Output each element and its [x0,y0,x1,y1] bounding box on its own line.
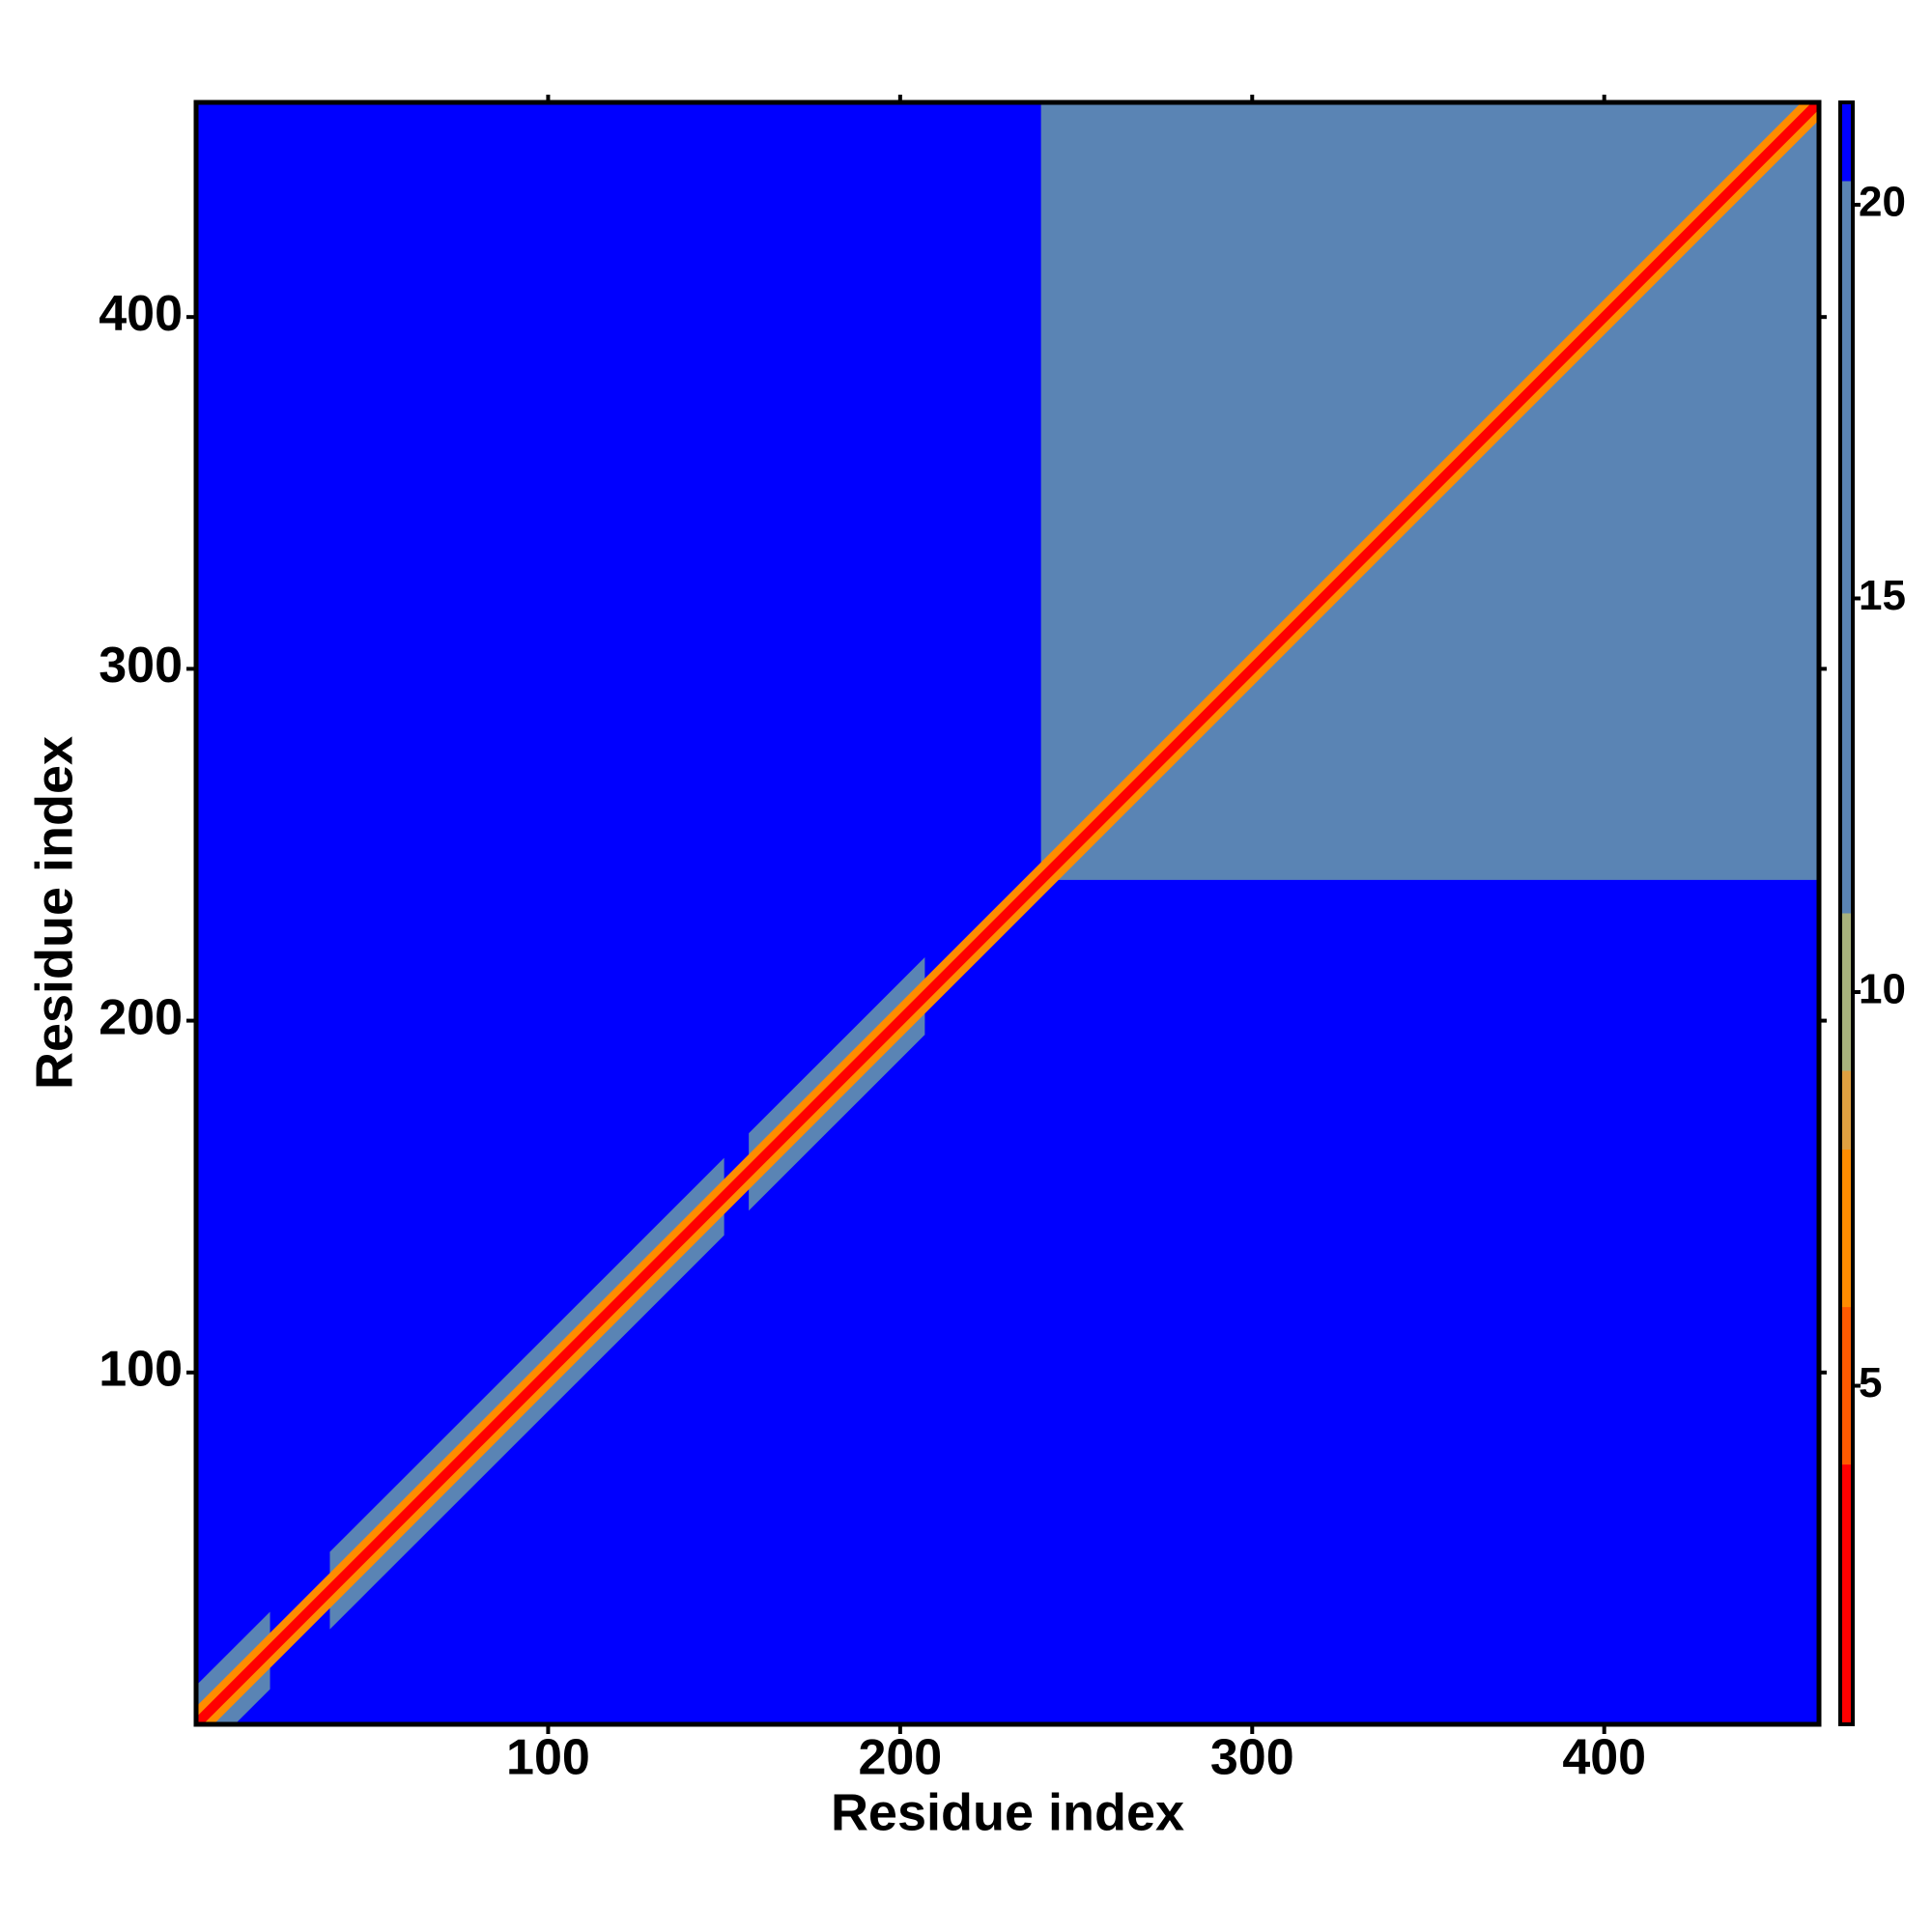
colorbar-segment [1840,1070,1853,1151]
heatmap [196,102,1819,1724]
y-axis-title: Residue index [25,736,83,1090]
x-axis-title: Residue index [831,1783,1184,1841]
x-tick-label: 100 [506,1730,590,1786]
colorbar-tick-label: 10 [1859,966,1906,1013]
colorbar-segment [1840,1464,1853,1724]
diagonal-band [196,102,1819,1724]
colorbar-segment [1840,102,1853,182]
x-tick-label: 300 [1210,1730,1294,1786]
y-tick-label: 400 [99,286,183,342]
colorbar-segment [1840,181,1853,914]
colorbar-tick-label: 15 [1859,572,1906,619]
colorbar-segment [1840,1307,1853,1465]
x-tick-label: 200 [858,1730,942,1786]
colorbar-tick-label: 20 [1859,179,1906,226]
y-tick-label: 200 [99,989,183,1045]
colorbar-frame [1838,100,1855,1726]
colorbar-segment [1840,913,1853,1071]
plot-frame [193,99,1822,1727]
y-tick-label: 300 [99,638,183,694]
colorbar-segment [1840,1150,1853,1308]
y-tick-label: 100 [99,1342,183,1398]
x-tick-label: 400 [1562,1730,1646,1786]
colorbar-tick-label: 5 [1859,1359,1882,1406]
